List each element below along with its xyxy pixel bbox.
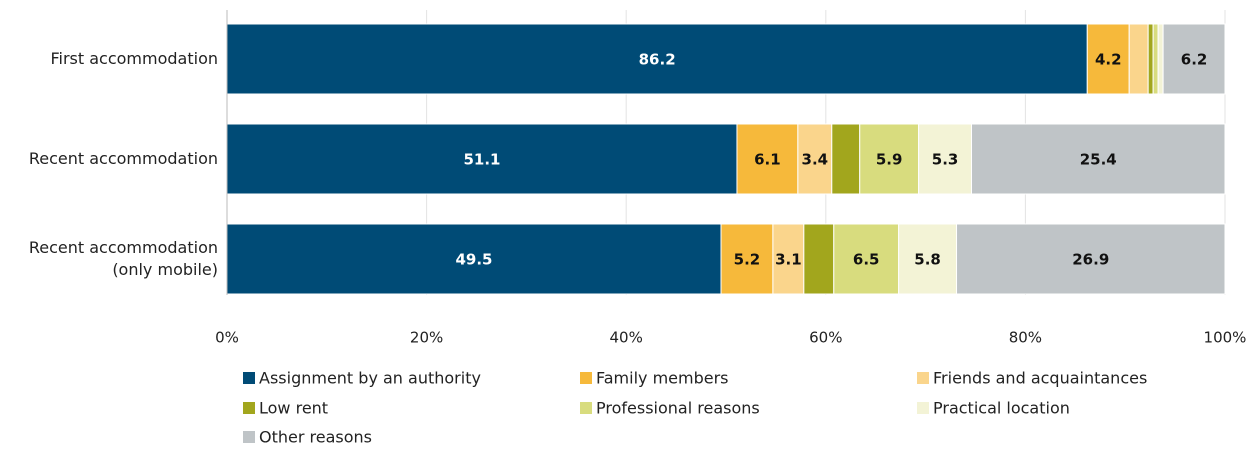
bar-segment: [736, 123, 799, 195]
data-label: 51.1: [463, 151, 500, 169]
x-tick-label: 80%: [1009, 329, 1042, 347]
legend-swatch: [243, 431, 255, 443]
legend-label: Friends and acquaintances: [933, 369, 1147, 388]
x-tick-label: 40%: [610, 329, 643, 347]
data-label: 5.2: [734, 251, 761, 269]
data-label: 4.2: [1095, 51, 1122, 69]
bar-segment: [1147, 23, 1154, 95]
data-label: 86.2: [639, 51, 676, 69]
data-label: 3.4: [802, 151, 829, 169]
legend-label: Other reasons: [259, 428, 372, 447]
bar-segment: [1128, 23, 1149, 95]
bar-segment: [859, 123, 920, 195]
bar-segment: [226, 23, 1088, 95]
legend-label: Assignment by an authority: [259, 369, 481, 388]
legend-swatch: [580, 402, 592, 414]
bar-segment: [226, 123, 738, 195]
data-label: 3.1: [775, 251, 802, 269]
legend-swatch: [917, 372, 929, 384]
bar-segment: [1086, 23, 1130, 95]
legend-swatch: [243, 402, 255, 414]
legend-swatch: [580, 372, 592, 384]
y-tick-label: First accommodation: [50, 49, 218, 68]
data-label: 49.5: [455, 251, 492, 269]
bar-segment: [1152, 23, 1159, 95]
x-tick-label: 60%: [809, 329, 842, 347]
data-label: 6.2: [1181, 51, 1208, 69]
data-label: 6.1: [754, 151, 781, 169]
data-label: 5.3: [932, 151, 959, 169]
bar-segment: [226, 223, 722, 295]
data-label: 5.8: [914, 251, 941, 269]
legend-swatch: [917, 402, 929, 414]
data-label: 5.9: [876, 151, 903, 169]
legend-label: Family members: [596, 369, 729, 388]
x-tick-label: 0%: [215, 329, 239, 347]
bar-segment: [918, 123, 973, 195]
y-tick-label: Recent accommodation: [28, 149, 218, 168]
bar-segment: [898, 223, 958, 295]
bar-segment: [1162, 23, 1226, 95]
bar-segment: [971, 123, 1226, 195]
x-tick-label: 20%: [410, 329, 443, 347]
legend-label: Practical location: [933, 399, 1070, 418]
legend-swatch: [243, 372, 255, 384]
bar-segment: [956, 223, 1226, 295]
bar-segment: [833, 223, 900, 295]
legend-label: Low rent: [259, 399, 328, 418]
x-tick-label: 100%: [1204, 329, 1247, 347]
data-label: 25.4: [1080, 151, 1117, 169]
bar-segment: [1157, 23, 1164, 95]
legend-label: Professional reasons: [596, 399, 760, 418]
bar-segment: [772, 223, 805, 295]
bar-segment: [803, 223, 835, 295]
data-label: 26.9: [1072, 251, 1109, 269]
y-tick-label: Recent accommodation (only mobile): [28, 238, 218, 279]
bar-segment: [831, 123, 861, 195]
data-label: 6.5: [853, 251, 880, 269]
